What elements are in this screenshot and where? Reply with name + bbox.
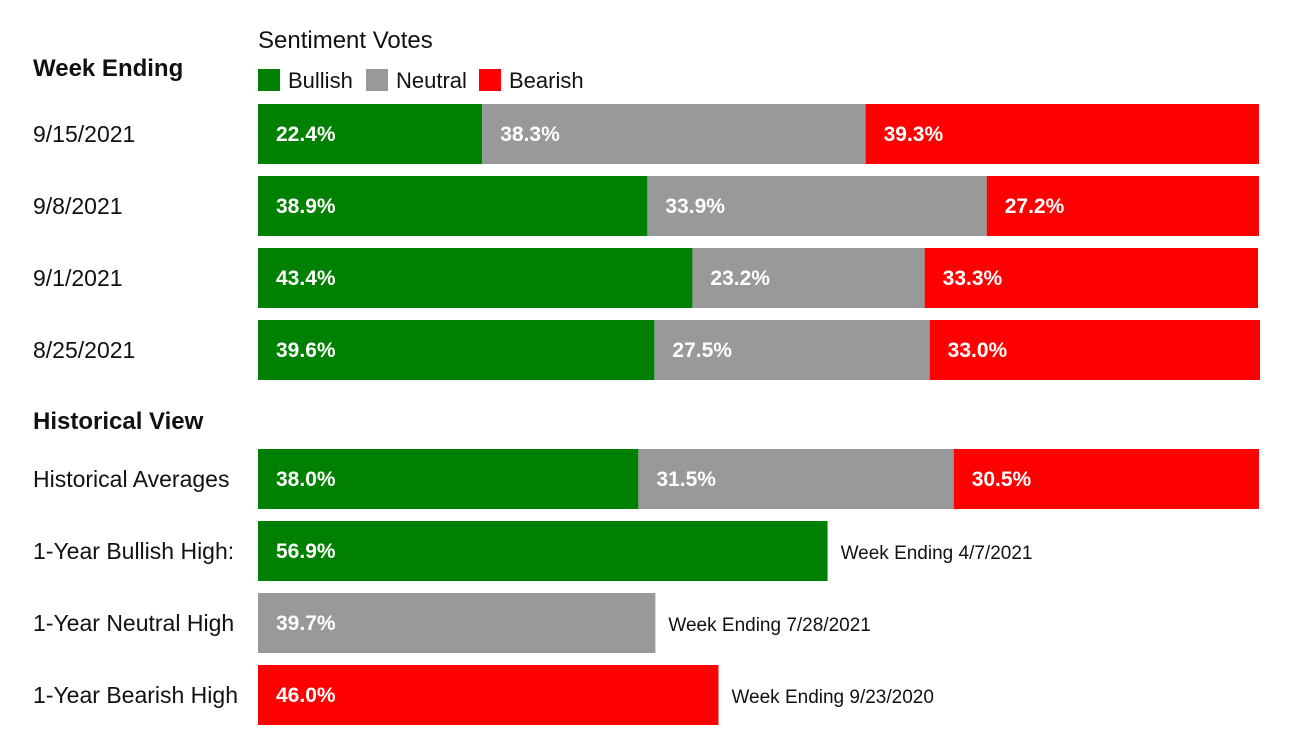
bar-9-8-2021-neutral [647, 176, 987, 236]
bar-9-15-2021-bullish [258, 104, 483, 164]
chart-title: Sentiment Votes [258, 27, 433, 54]
data-label-9-1-2021-neutral: 23.2% [710, 267, 770, 290]
row-label-1-year-bearish-high: 1-Year Bearish High [33, 682, 238, 708]
legend-swatch-bullish [258, 69, 280, 91]
row-label-1-year-bullish-high: 1-Year Bullish High: [33, 538, 234, 564]
historical-rows: Historical Averages 38.0% 31.5% 30.5% 1-Year… [33, 449, 1259, 725]
bar-8-25-2021-bullish [258, 320, 655, 380]
bar-9-8-2021-bullish [258, 176, 648, 236]
data-label-historical-averages-bullish: 38.0% [276, 468, 336, 491]
legend-label-bearish: Bearish [509, 68, 584, 93]
bar-8-25-2021-neutral [654, 320, 930, 380]
data-label-historical-averages-neutral: 31.5% [656, 468, 716, 491]
row-label-1-year-neutral-high: 1-Year Neutral High [33, 610, 234, 636]
data-label-9-15-2021-bearish: 39.3% [884, 123, 944, 146]
legend-swatch-bearish [479, 69, 501, 91]
row-label-9-8-2021: 9/8/2021 [33, 193, 123, 219]
bar-historical-averages-bearish [953, 449, 1259, 509]
data-label-8-25-2021-bearish: 33.0% [948, 339, 1008, 362]
row-label-9-1-2021: 9/1/2021 [33, 265, 123, 291]
data-label-8-25-2021-bullish: 39.6% [276, 339, 336, 362]
data-label-historical-averages-bearish: 30.5% [972, 468, 1032, 491]
data-label-9-15-2021-bullish: 22.4% [276, 123, 336, 146]
data-label-9-8-2021-bearish: 27.2% [1005, 195, 1065, 218]
row-header: Week Ending [33, 55, 183, 82]
legend: Bullish Neutral Bearish [258, 68, 584, 93]
bar-historical-averages-bullish [258, 449, 639, 509]
note-1-year-neutral-high: Week Ending 7/28/2021 [668, 615, 870, 636]
data-label-1-year-bearish-high: 46.0% [276, 684, 336, 707]
historical-title: Historical View [33, 408, 204, 435]
row-label-historical-averages: Historical Averages [33, 466, 229, 492]
bar-9-1-2021-bullish [258, 248, 693, 308]
data-label-9-1-2021-bearish: 33.3% [943, 267, 1003, 290]
row-label-8-25-2021: 8/25/2021 [33, 337, 135, 363]
bar-1-year-neutral-high [258, 593, 656, 653]
data-label-9-8-2021-neutral: 33.9% [665, 195, 725, 218]
data-label-9-8-2021-bullish: 38.9% [276, 195, 336, 218]
bar-9-8-2021-bearish [986, 176, 1259, 236]
bar-9-1-2021-neutral [692, 248, 925, 308]
legend-label-bullish: Bullish [288, 68, 353, 93]
bar-9-15-2021-bearish [865, 104, 1259, 164]
note-1-year-bullish-high: Week Ending 4/7/2021 [841, 543, 1033, 564]
data-label-8-25-2021-neutral: 27.5% [672, 339, 732, 362]
data-label-1-year-bullish-high: 56.9% [276, 540, 336, 563]
data-label-9-15-2021-neutral: 38.3% [500, 123, 560, 146]
data-label-1-year-neutral-high: 39.7% [276, 612, 336, 635]
weekly-rows: 9/15/2021 22.4% 38.3% 39.3% 9/8/2021 38.9% 33.… [33, 104, 1261, 380]
row-label-9-15-2021: 9/15/2021 [33, 121, 135, 147]
bar-historical-averages-neutral [638, 449, 954, 509]
bar-8-25-2021-bearish [929, 320, 1261, 380]
bar-9-15-2021-neutral [482, 104, 866, 164]
data-label-9-1-2021-bullish: 43.4% [276, 267, 336, 290]
bar-1-year-bullish-high [258, 521, 828, 581]
note-1-year-bearish-high: Week Ending 9/23/2020 [731, 687, 933, 708]
bar-9-1-2021-bearish [924, 248, 1258, 308]
legend-label-neutral: Neutral [396, 68, 467, 93]
legend-swatch-neutral [366, 69, 388, 91]
bar-1-year-bearish-high [258, 665, 719, 725]
